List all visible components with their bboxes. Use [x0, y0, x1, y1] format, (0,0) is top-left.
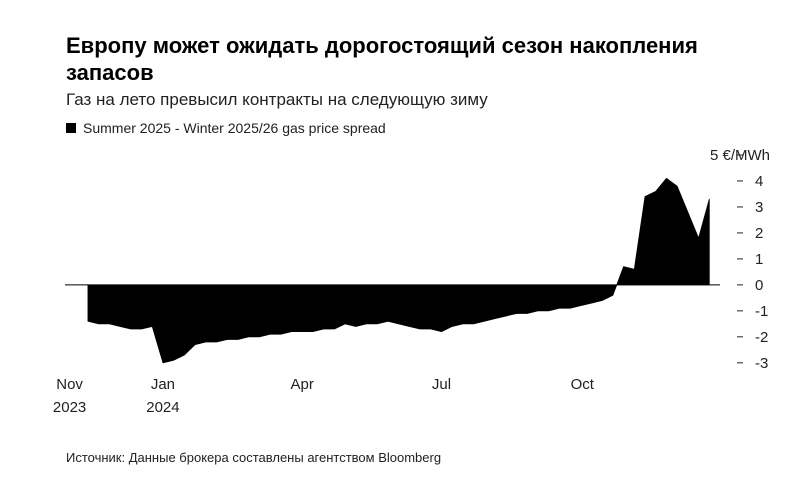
chart-title: Европу может ожидать дорогостоящий сезон… — [66, 33, 698, 85]
y-tick-label: -2 — [755, 329, 768, 346]
legend-swatch — [66, 123, 76, 133]
y-tick-label: 2 — [755, 225, 763, 242]
source-note: Источник: Данные брокера составлены аген… — [66, 450, 442, 465]
x-tick-year: 2023 — [53, 399, 86, 416]
area — [87, 177, 710, 364]
x-tick-label: Oct — [571, 376, 595, 393]
legend-label: Summer 2025 - Winter 2025/26 gas price s… — [83, 120, 386, 136]
x-tick-year: 2024 — [146, 399, 179, 416]
y-tick-label: 1 — [755, 251, 763, 268]
y-tick-label: 3 — [755, 199, 763, 216]
y-tick-label: -3 — [755, 355, 768, 372]
legend: Summer 2025 - Winter 2025/26 gas price s… — [66, 120, 386, 136]
y-tick-label: 5 €/MWh — [710, 147, 770, 164]
x-tick-label: Apr — [291, 376, 314, 393]
y-tick-label: -1 — [755, 303, 768, 320]
x-tick-label: Jan — [151, 376, 175, 393]
y-tick-label: 4 — [755, 173, 763, 190]
y-tick-label: 0 — [755, 277, 763, 294]
chart: -3 -2 -1 0 1 2 3 4 5 €/MWh Nov 2023 Jan 2024 Apr Jul Oc… — [53, 147, 770, 416]
x-tick-label: Nov — [56, 376, 83, 393]
chart-subtitle: Газ на лето превысил контракты на следую… — [66, 90, 488, 109]
x-tick-label: Jul — [432, 376, 451, 393]
